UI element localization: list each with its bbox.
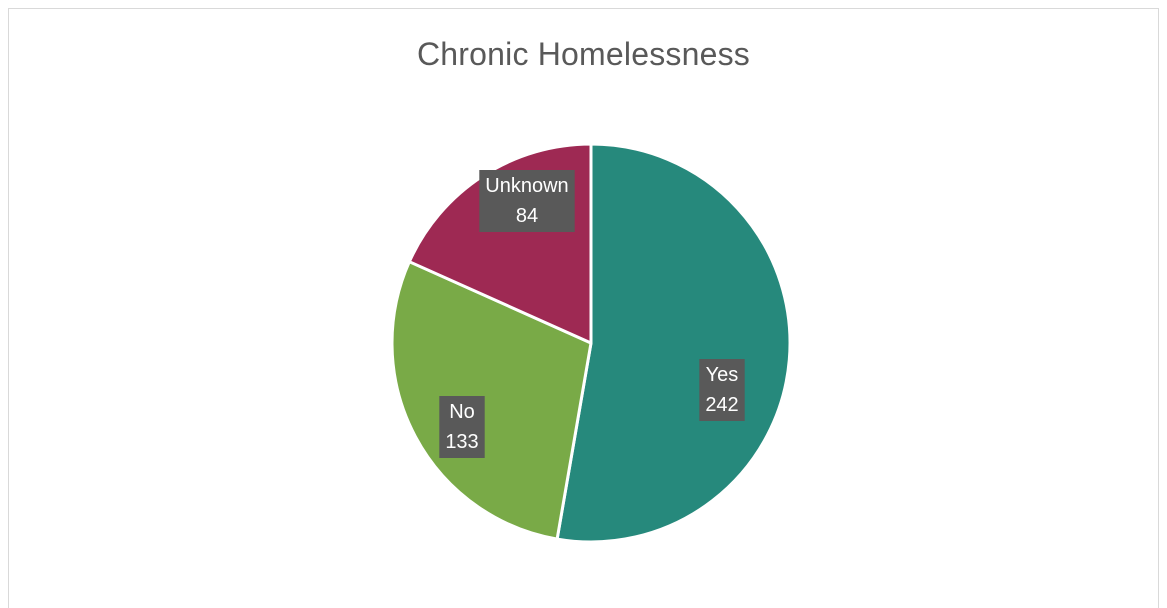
data-label-category: No [449, 401, 475, 423]
data-label-background [479, 170, 575, 232]
data-label-background [699, 359, 745, 421]
data-label-yes: Yes 242 [699, 359, 745, 421]
data-label-value: 133 [445, 431, 478, 453]
data-label-unknown: Unknown 84 [479, 170, 575, 232]
data-label-no: No 133 [439, 396, 485, 458]
chart-title: Chronic Homelessness [416, 36, 750, 72]
data-label-category: Unknown [485, 175, 568, 197]
data-label-value: 84 [516, 205, 538, 227]
pie-slice-yes [555, 142, 792, 544]
data-label-category: Yes [706, 364, 739, 386]
data-label-background [439, 396, 485, 458]
data-label-value: 242 [705, 394, 738, 416]
pie-slice-no [390, 260, 593, 541]
